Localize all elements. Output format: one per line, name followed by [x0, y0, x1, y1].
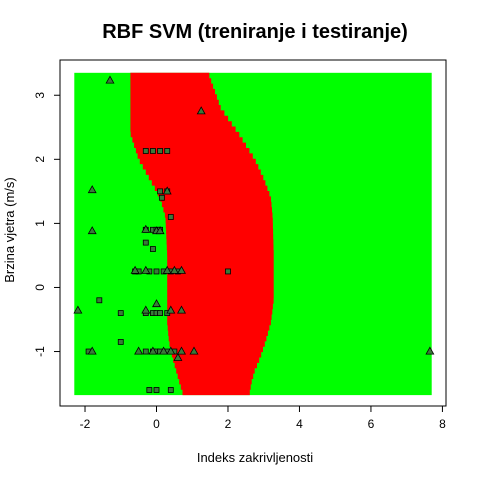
triangle-point [87, 185, 97, 194]
triangle-point [159, 346, 169, 355]
y-tick-label: 2 [33, 156, 47, 163]
square-point [153, 387, 160, 393]
square-point [142, 239, 149, 246]
square-point [157, 310, 163, 316]
x-tick-label: 8 [439, 417, 446, 431]
y-axis: -1 0 1 2 3 [33, 92, 61, 357]
triangle-point [141, 265, 151, 274]
y-tick-label: -1 [33, 346, 47, 357]
square-point [142, 348, 149, 355]
x-axis: -2 0 2 4 6 8 [80, 405, 446, 431]
y-axis-label: Brzina vjetra (m/s) [2, 177, 17, 282]
square-point [117, 310, 124, 316]
triangle-point [87, 346, 97, 355]
triangle-point [105, 75, 115, 84]
triangle-point [196, 106, 206, 115]
square-point [96, 297, 103, 304]
square-point [225, 268, 231, 275]
triangle-point [166, 346, 176, 355]
square-point [153, 268, 160, 275]
triangle-point [177, 346, 186, 355]
data-points [73, 75, 435, 393]
chart-title: RBF SVM (treniranje i testiranje) [102, 21, 408, 43]
x-tick-label: 4 [296, 417, 303, 431]
triangle-point [162, 265, 172, 274]
square-point [164, 148, 171, 154]
square-point [150, 148, 156, 154]
square-point [167, 214, 174, 220]
square-point [146, 387, 153, 393]
y-tick-label: 3 [33, 92, 47, 99]
triangle-point [130, 265, 140, 274]
triangle-point [141, 224, 151, 233]
x-tick-label: 6 [368, 417, 375, 431]
triangle-point [141, 305, 151, 314]
square-point [158, 194, 165, 201]
square-point [142, 148, 149, 154]
decision-regions [74, 72, 432, 396]
triangle-point [189, 346, 199, 355]
x-tick-label: -2 [80, 417, 91, 431]
square-point [157, 188, 163, 195]
triangle-point [152, 299, 161, 308]
square-point [157, 148, 163, 154]
square-point [167, 387, 174, 393]
triangle-point [177, 265, 186, 274]
y-tick-label: 1 [33, 220, 47, 227]
square-point [150, 246, 156, 252]
triangle-point [166, 305, 176, 314]
triangle-point [162, 186, 172, 195]
triangle-point [87, 226, 97, 235]
triangle-point [177, 305, 186, 314]
triangle-point [169, 265, 179, 274]
triangle-point [173, 352, 183, 361]
x-tick-label: 2 [225, 417, 232, 431]
y-tick-label: 0 [33, 284, 47, 291]
square-point [117, 339, 124, 345]
x-axis-label: Indeks zakrivljenosti [197, 450, 313, 465]
triangle-point [148, 346, 158, 355]
triangle-point [134, 346, 144, 355]
x-tick-label: 0 [153, 417, 160, 431]
triangle-point [73, 305, 83, 314]
triangle-point [425, 346, 435, 355]
triangle-point [155, 226, 165, 235]
